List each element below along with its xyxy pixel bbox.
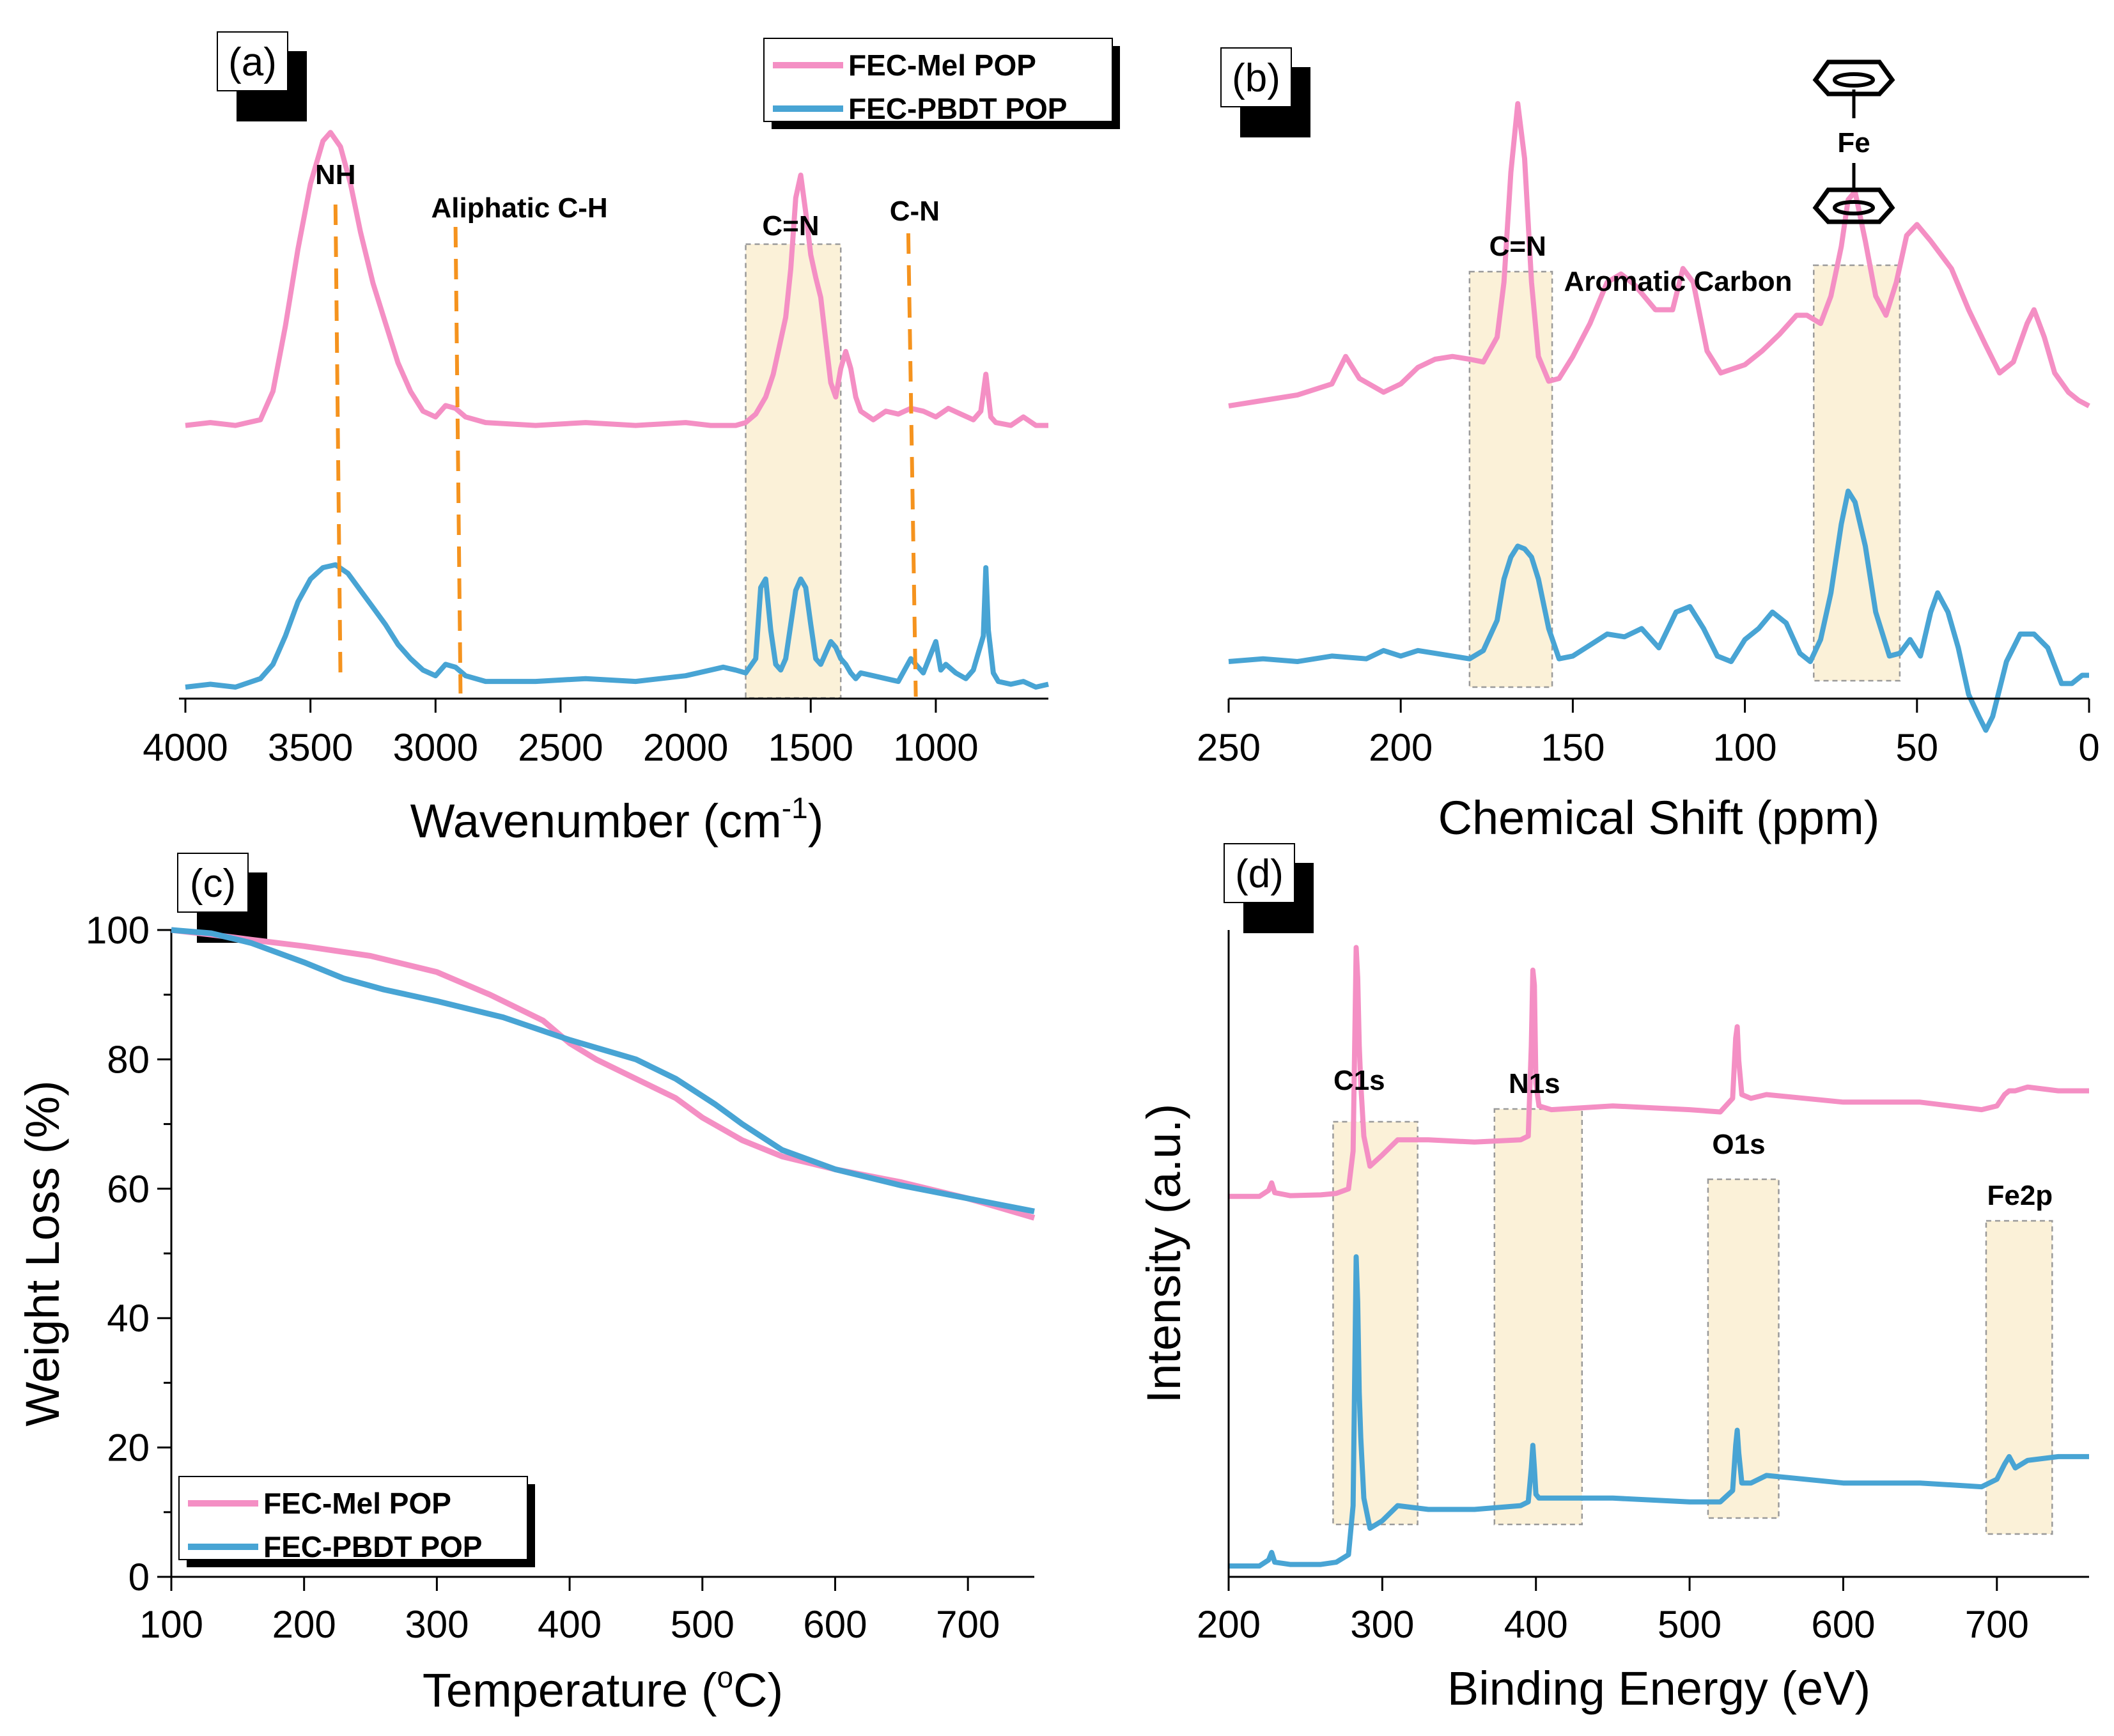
y-tick-label: 80 [107,1038,150,1081]
x-tick-label: 400 [1504,1603,1568,1646]
peak-annotation: C=N [762,210,819,242]
highlight-region [1985,1220,2053,1535]
ferrocene-atom-label: Fe [1837,127,1870,159]
legend-entry: FEC-PBDT POP [263,1530,482,1563]
x-tick-label: 700 [936,1603,1000,1646]
panel-label-box [177,853,249,913]
legend-entry: FEC-Mel POP [848,49,1036,82]
panel-label: (b) [1232,56,1280,100]
ferrocene-structure-icon: Fe [1812,59,1895,224]
peak-annotation: C1s [1333,1065,1385,1096]
peak-annotation: NH [315,159,356,190]
x-tick-label: 300 [1350,1603,1414,1646]
peak-annotation: Fe2p [1987,1180,2053,1211]
highlight-region [1468,270,1553,688]
x-tick-label: 500 [671,1603,734,1646]
cyclopentadienyl-ring [1812,59,1895,97]
x-tick-label: 3500 [268,726,353,769]
panel-label: (a) [228,40,277,84]
legend-entry: FEC-PBDT POP [848,92,1067,125]
y-tick-label: 40 [107,1297,150,1340]
x-tick-label: 400 [538,1603,602,1646]
x-tick-label: 2000 [643,726,728,769]
panel-label-box [217,31,288,91]
panel-label-box [1224,843,1295,903]
y-tick-label: 20 [107,1427,150,1469]
x-tick-label: 1500 [768,726,853,769]
series-line-mel [171,927,1036,1221]
x-tick-label: 100 [139,1603,203,1646]
x-tick-label: 50 [1895,726,1938,769]
cyclopentadienyl-ring [1812,187,1895,224]
x-tick-label: 0 [2078,726,2099,769]
y-tick-label: 60 [107,1168,150,1211]
peak-annotation: C-N [890,196,940,227]
x-axis-label: Binding Energy (eV) [1447,1662,1870,1715]
series-line-pbdt [1228,488,2089,733]
x-tick-label: 200 [1369,726,1433,769]
series-line-mel [185,130,1048,428]
x-tick-label: 200 [272,1603,336,1646]
peak-annotation: Aliphatic C-H [431,192,607,224]
x-tick-label: 2500 [518,726,603,769]
panel-a: (a) NH Aliphatic C-H C=N C-N 4000 3500 3000 2500… [143,31,1120,848]
aromatic-circle [1833,200,1875,215]
x-tick-label: 4000 [143,726,228,769]
x-tick-label: 200 [1197,1603,1261,1646]
peak-annotation: N1s [1509,1068,1560,1099]
x-tick-label: 3000 [393,726,478,769]
panel-c: (c) 0 20 40 60 80 100 100 200 300 400 500 600 700 Temp… [16,853,1036,1717]
series-line-pbdt [1229,1254,2089,1569]
highlight-region [1332,1120,1418,1526]
y-tick-label: 100 [86,909,150,952]
reference-line [333,204,343,678]
series-line-mel [1229,945,2089,1199]
panel-label: (d) [1235,852,1284,896]
peak-annotation: Aromatic Carbon [1564,266,1792,297]
x-tick-label: 150 [1541,726,1605,769]
aromatic-circle [1833,72,1875,88]
y-axis-label: Weight Loss (%) [16,1080,69,1427]
reference-line [906,233,918,697]
panel-label-box [1220,47,1292,107]
x-tick-label: 600 [803,1603,867,1646]
highlight-region [1493,1108,1583,1526]
x-tick-label: 1000 [893,726,978,769]
x-tick-label: 100 [1713,726,1777,769]
x-axis-label: Chemical Shift (ppm) [1438,791,1880,844]
peak-annotation: C=N [1489,231,1546,262]
x-tick-label: 500 [1658,1603,1722,1646]
series-line-pbdt [171,927,1035,1214]
series-line-mel [1228,101,2090,409]
x-tick-label: 250 [1197,726,1261,769]
reference-line [453,226,463,694]
x-tick-label: 700 [1965,1603,2029,1646]
x-axis-label: Temperature (oC) [423,1661,783,1717]
series-line-pbdt [185,562,1049,690]
x-tick-label: 300 [405,1603,469,1646]
panel-label: (c) [190,862,236,906]
peak-annotation: O1s [1712,1129,1765,1160]
legend-entry: FEC-Mel POP [263,1487,451,1520]
panel-d: (d) C1s N1s O1s Fe2p 200 300 400 500 600 700 Bindin… [1137,843,2089,1715]
y-axis-label: Intensity (a.u.) [1137,1104,1190,1404]
y-tick-label: 0 [128,1556,150,1599]
panel-b: (b) C=N Aromatic Carbon Fe 250 200 150 100 50 0 Ch… [1197,47,2100,844]
highlight-region [1707,1178,1780,1519]
x-tick-label: 600 [1811,1603,1875,1646]
x-axis-label: Wavenumber (cm-1) [410,791,824,848]
